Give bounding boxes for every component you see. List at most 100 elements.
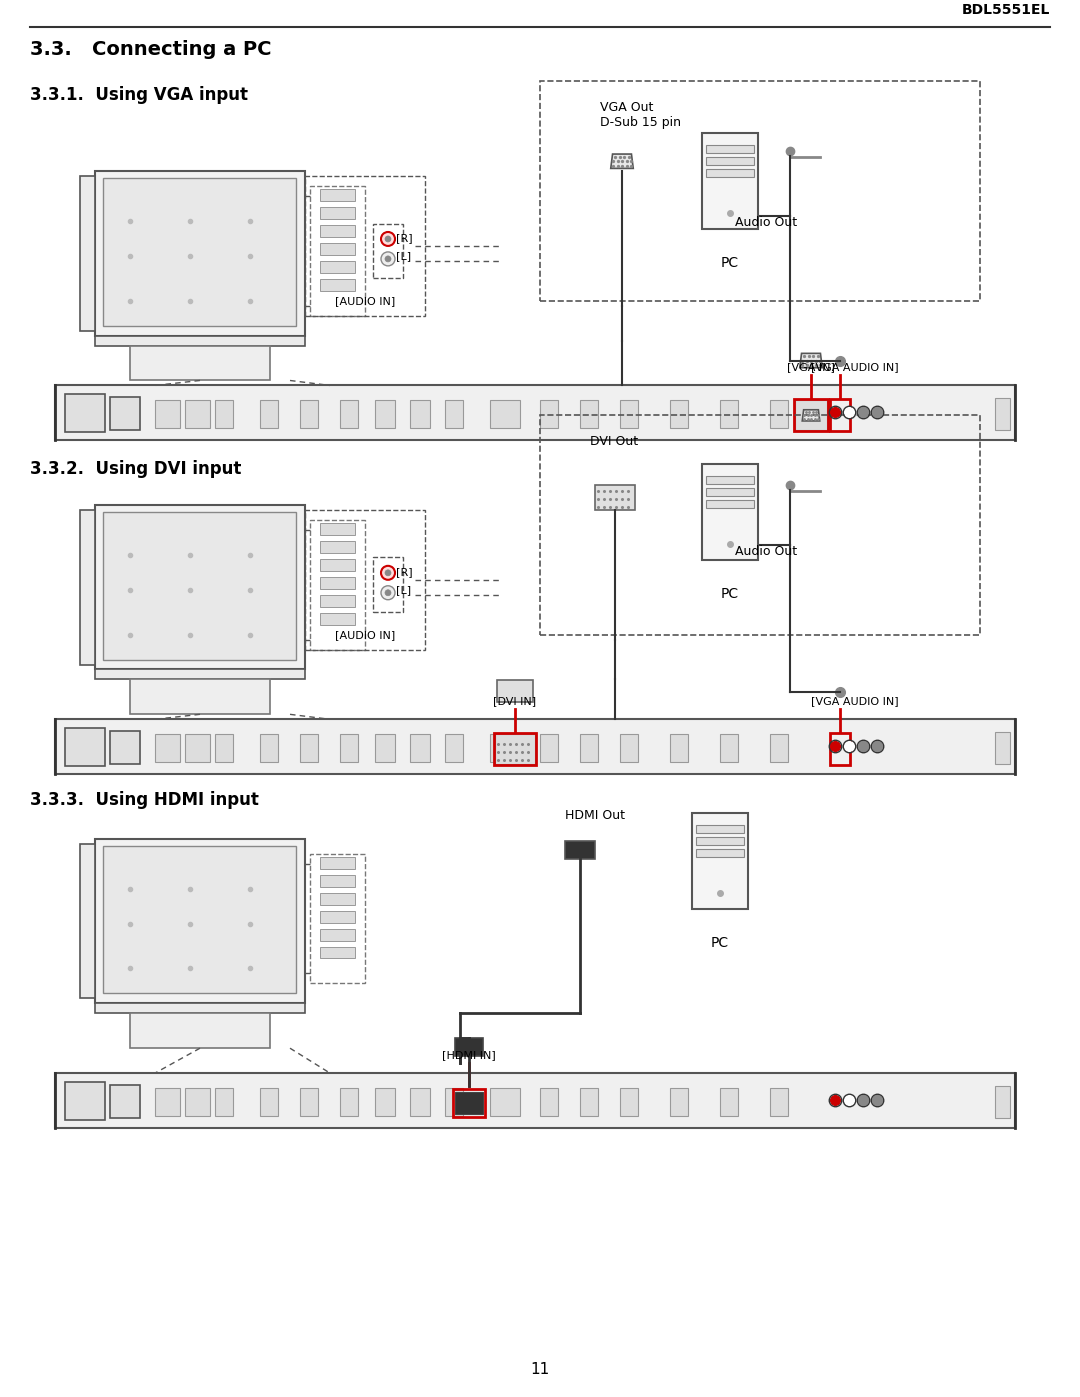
Bar <box>375 735 395 763</box>
Bar <box>595 485 635 510</box>
Bar <box>55 1073 1015 1127</box>
Bar <box>110 397 140 430</box>
Bar <box>702 133 758 229</box>
Bar <box>445 1088 463 1116</box>
Text: BDL5551EL: BDL5551EL <box>961 3 1050 17</box>
Bar <box>453 1090 485 1118</box>
Bar <box>65 728 105 766</box>
Bar <box>995 398 1010 430</box>
Bar <box>185 1088 210 1116</box>
Bar <box>95 840 305 1003</box>
Bar <box>320 522 355 535</box>
Bar <box>110 731 140 764</box>
Text: 3.3.   Connecting a PC: 3.3. Connecting a PC <box>30 39 271 59</box>
Bar <box>720 401 738 429</box>
Text: [VGA IN]: [VGA IN] <box>787 362 835 373</box>
Text: [VGA AUDIO IN]: [VGA AUDIO IN] <box>811 362 899 373</box>
Text: PC: PC <box>721 587 739 601</box>
Bar <box>95 506 305 669</box>
Bar <box>540 1088 558 1116</box>
Bar <box>410 735 430 763</box>
Bar <box>706 476 754 485</box>
Polygon shape <box>800 353 822 367</box>
Bar <box>320 207 355 219</box>
Bar <box>540 735 558 763</box>
Bar <box>720 735 738 763</box>
Bar <box>580 401 598 429</box>
Bar <box>103 179 296 326</box>
Bar <box>215 735 233 763</box>
Bar <box>340 735 357 763</box>
Bar <box>65 1083 105 1120</box>
Bar <box>580 1088 598 1116</box>
Bar <box>831 733 850 766</box>
Bar <box>65 394 105 432</box>
Bar <box>156 735 180 763</box>
Bar <box>95 669 305 679</box>
Bar <box>320 261 355 272</box>
Bar <box>770 735 788 763</box>
Bar <box>490 735 519 763</box>
Bar <box>320 929 355 940</box>
Text: Audio Out: Audio Out <box>735 545 797 557</box>
Bar <box>455 1092 483 1113</box>
Bar <box>320 577 355 588</box>
Bar <box>620 735 638 763</box>
Circle shape <box>381 251 395 265</box>
Bar <box>706 145 754 154</box>
Text: DVI Out: DVI Out <box>590 436 638 448</box>
Text: [L]: [L] <box>396 251 411 261</box>
Text: [HDMI IN]: [HDMI IN] <box>442 1051 496 1060</box>
Bar <box>260 401 278 429</box>
Bar <box>103 847 296 993</box>
Bar <box>670 1088 688 1116</box>
Text: PC: PC <box>721 256 739 270</box>
Bar <box>185 735 210 763</box>
Bar <box>831 400 850 432</box>
Bar <box>670 735 688 763</box>
Text: [R]: [R] <box>396 567 413 577</box>
Bar <box>320 613 355 624</box>
Bar <box>580 735 598 763</box>
Bar <box>410 1088 430 1116</box>
Polygon shape <box>802 409 820 420</box>
Bar <box>320 559 355 571</box>
Bar <box>80 510 95 665</box>
Polygon shape <box>611 154 633 169</box>
Bar <box>156 401 180 429</box>
Bar <box>156 1088 180 1116</box>
Text: VGA Out
D-Sub 15 pin: VGA Out D-Sub 15 pin <box>600 102 681 130</box>
Bar <box>696 849 744 856</box>
Text: Audio Out: Audio Out <box>735 217 797 229</box>
Text: PC: PC <box>711 936 729 950</box>
Text: [L]: [L] <box>396 585 411 595</box>
Bar <box>490 401 519 429</box>
Bar <box>445 735 463 763</box>
Text: 3.3.2.  Using DVI input: 3.3.2. Using DVI input <box>30 460 241 478</box>
Text: 3.3.3.  Using HDMI input: 3.3.3. Using HDMI input <box>30 791 259 809</box>
Bar <box>495 735 535 764</box>
Bar <box>720 1088 738 1116</box>
Bar <box>770 1088 788 1116</box>
Bar <box>260 735 278 763</box>
Bar <box>320 279 355 291</box>
Bar <box>130 1013 270 1048</box>
Bar <box>130 679 270 714</box>
Circle shape <box>384 256 391 261</box>
Bar <box>95 335 305 345</box>
Bar <box>692 813 748 908</box>
Circle shape <box>381 585 395 599</box>
Bar <box>995 732 1010 764</box>
Bar <box>80 844 95 999</box>
Bar <box>320 911 355 922</box>
Bar <box>540 401 558 429</box>
Circle shape <box>381 232 395 246</box>
Text: [R]: [R] <box>396 233 413 243</box>
Bar <box>696 837 744 845</box>
Bar <box>320 243 355 254</box>
Bar <box>130 345 270 380</box>
Bar <box>702 464 758 560</box>
Bar <box>320 595 355 606</box>
Bar <box>375 1088 395 1116</box>
Bar <box>565 841 595 859</box>
